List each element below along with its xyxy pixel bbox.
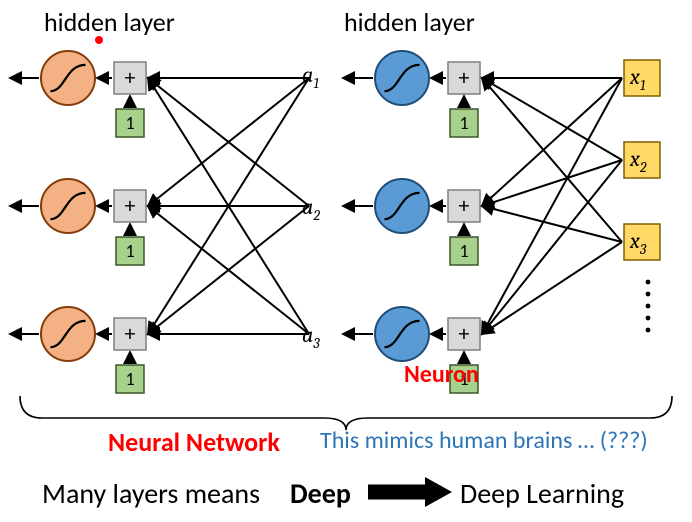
svg-text:a1: a1 bbox=[302, 62, 319, 92]
svg-text:a2: a2 bbox=[302, 194, 320, 224]
svg-text:1: 1 bbox=[125, 112, 134, 134]
label-deep-learning: Deep Learning bbox=[460, 476, 624, 511]
label-neuron: Neuron bbox=[404, 360, 479, 389]
svg-text:1: 1 bbox=[125, 368, 134, 390]
svg-text:+: + bbox=[459, 192, 470, 219]
label-many-layers-pre: Many layers means bbox=[42, 476, 260, 511]
svg-text:+: + bbox=[125, 192, 136, 219]
svg-text:1: 1 bbox=[459, 112, 468, 134]
label-this-mimics: This mimics human brains … (???) bbox=[320, 426, 648, 455]
svg-text:1: 1 bbox=[459, 240, 468, 262]
svg-text:+: + bbox=[125, 64, 136, 91]
label-neural-network: Neural Network bbox=[108, 426, 280, 458]
label-hidden-right: hidden layer bbox=[344, 6, 475, 38]
svg-text:1: 1 bbox=[125, 240, 134, 262]
label-many-layers-deep: Deep bbox=[290, 476, 351, 511]
svg-text:+: + bbox=[459, 64, 470, 91]
svg-text:+: + bbox=[125, 320, 136, 347]
label-hidden-left: hidden layer bbox=[44, 6, 175, 38]
svg-text:+: + bbox=[459, 320, 470, 347]
svg-text:a3: a3 bbox=[302, 322, 320, 352]
